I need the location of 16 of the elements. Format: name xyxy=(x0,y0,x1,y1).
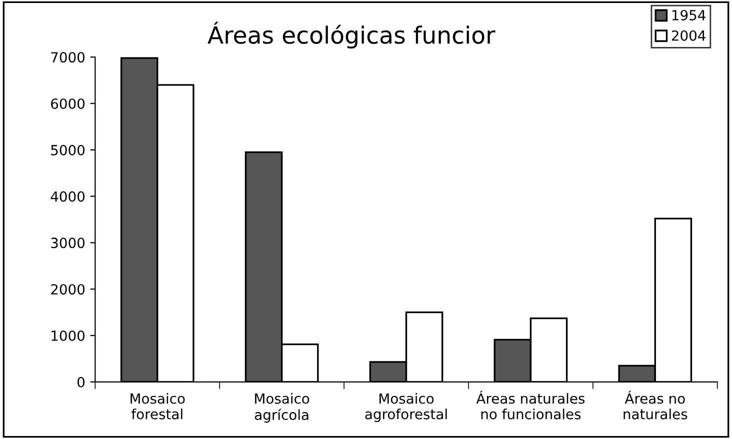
x-tick-label: Áreas naturales no funcionales xyxy=(476,390,585,420)
x-tick-label: Mosaico agrícola xyxy=(254,393,310,423)
legend-label: 2004 xyxy=(672,30,706,41)
legend-label: 1954 xyxy=(672,10,706,20)
y-tick-label: 7000 xyxy=(51,52,85,63)
x-tick-label: Mosaico agroforestal xyxy=(365,393,447,422)
y-tick-label: 5000 xyxy=(51,144,85,156)
y-tick-label: 1000 xyxy=(52,330,85,341)
y-tick-label: 6000 xyxy=(51,98,85,109)
x-tick-label: Áreas no naturales xyxy=(624,390,688,420)
x-tick-label: Mosaico forestal xyxy=(130,393,185,420)
chart-title: Áreas ecológicas funcior xyxy=(208,22,496,48)
y-tick-label: 4000 xyxy=(50,191,85,202)
y-tick-label: 0 xyxy=(78,376,85,388)
y-tick-label: 3000 xyxy=(51,238,85,248)
y-tick-label: 2000 xyxy=(51,284,85,295)
